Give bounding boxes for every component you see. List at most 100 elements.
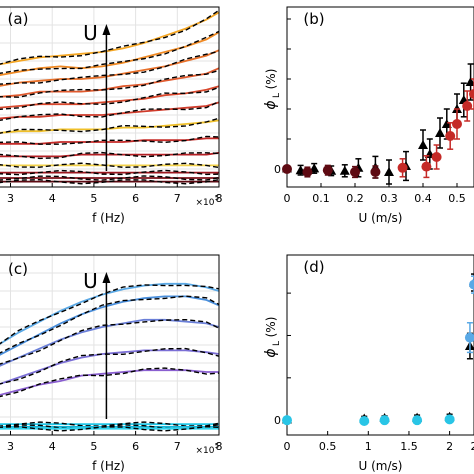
- x-tick-label: 6: [132, 440, 139, 453]
- data-point-circle: [379, 415, 390, 426]
- velocity-arrow-label: U: [83, 269, 98, 293]
- fit-dashed-line-1: [0, 30, 220, 74]
- series-line-0: [0, 282, 220, 345]
- data-point-circle: [359, 416, 370, 427]
- fit-dashed-line-1: [0, 295, 220, 354]
- series-line-3: [0, 67, 220, 98]
- data-point-triangle: [435, 128, 445, 137]
- y-axis-unit: (%): [264, 317, 278, 338]
- fit-dashed-line-4: [0, 367, 220, 398]
- fit-dashed-line-10: [0, 169, 220, 176]
- data-point-triangle: [465, 77, 474, 86]
- data-point-circle: [350, 167, 360, 177]
- x-tick-label: 5: [90, 440, 97, 453]
- fit-dashed-line-0: [0, 9, 220, 65]
- fit-dashed-line-12: [0, 178, 220, 185]
- data-point-triangle: [384, 167, 394, 176]
- data-point-circle: [462, 101, 473, 111]
- x-multiplier: ×10: [196, 198, 215, 208]
- fit-dashed-line-5: [0, 421, 220, 427]
- data-point-circle: [444, 414, 455, 425]
- data-point-circle: [452, 119, 462, 129]
- panel-label: (b): [303, 10, 324, 28]
- x-axis-label: f (Hz): [92, 211, 125, 225]
- axes-frame-3: [286, 254, 474, 436]
- x-tick-label: 0.3: [380, 192, 398, 205]
- y-axis-symbol: ϕ: [263, 100, 279, 109]
- velocity-arrow-head: [102, 272, 111, 283]
- x-tick-label: 3: [7, 192, 14, 205]
- fit-dashed-line-8: [0, 151, 220, 160]
- y-tick-label: 0: [274, 163, 281, 176]
- fit-dashed-line-11: [0, 175, 220, 181]
- x-tick-label: 0.2: [346, 192, 364, 205]
- x-tick-label: 0.4: [414, 192, 432, 205]
- x-multiplier-exponent: 5: [215, 194, 219, 202]
- x-tick-label: 6: [132, 192, 139, 205]
- x-tick-label: 0: [284, 192, 291, 205]
- data-point-circle: [302, 167, 313, 177]
- series-line-8: [0, 151, 220, 158]
- data-point-circle: [397, 162, 408, 173]
- x-tick-label: 2: [446, 440, 453, 453]
- x-tick-label: 1.5: [400, 440, 418, 453]
- x-tick-label: 0.1: [312, 192, 330, 205]
- x-multiplier-exponent: 5: [215, 442, 219, 450]
- axes-frame-2: [0, 254, 220, 436]
- panel-c-spectra: U3 4 5 6 7 8f (Hz)×10 5(c): [0, 254, 223, 473]
- x-axis-label: U (m/s): [359, 211, 403, 225]
- y-axis-label: ϕL (%): [263, 69, 282, 110]
- x-tick-label: 0.5: [448, 192, 466, 205]
- x-multiplier: ×10: [196, 446, 215, 456]
- fit-dashed-line-3: [0, 347, 220, 385]
- panel-d-scatter: 0 0.5 1 1.5 2 2 0 ϕL (%) U (m/s) (d): [263, 254, 474, 473]
- data-point-circle: [322, 165, 333, 176]
- panel-label: (c): [8, 260, 28, 278]
- x-tick-label: 1: [365, 440, 372, 453]
- series-line-7: [0, 137, 219, 145]
- axes-frame-1: [286, 6, 474, 188]
- panel-label: (a): [8, 10, 29, 28]
- fit-dashed-line-4: [0, 86, 220, 110]
- velocity-arrow-label: U: [83, 21, 98, 45]
- fit-dashed-line-9: [0, 162, 220, 169]
- x-axis-label: U (m/s): [359, 459, 403, 473]
- x-tick-label: 7: [174, 440, 181, 453]
- series-line-0: [0, 11, 220, 66]
- x-tick-label: 8: [216, 192, 223, 205]
- data-point-circle: [412, 415, 423, 426]
- x-axis-label: f (Hz): [92, 459, 125, 473]
- data-point-triangle: [441, 119, 452, 128]
- y-axis-subscript: L: [272, 341, 282, 346]
- data-point-circle: [469, 89, 474, 99]
- series-line-6: [0, 119, 220, 134]
- data-point-circle: [370, 167, 381, 177]
- data-point-triangle: [339, 165, 350, 175]
- fit-dashed-line-7: [0, 426, 220, 432]
- data-point-circle: [282, 415, 292, 426]
- fit-dashed-line-7: [0, 135, 220, 145]
- fit-dashed-line-6: [0, 424, 220, 430]
- y-axis-label: ϕL (%): [263, 317, 282, 358]
- data-point-circle: [469, 279, 474, 290]
- velocity-arrow-head: [102, 24, 111, 35]
- panel-label: (d): [303, 258, 324, 276]
- axes-frame-0: [0, 6, 220, 188]
- x-tick-label: 8: [216, 440, 223, 453]
- fit-dashed-line-3: [0, 69, 220, 98]
- panel-b-scatter: 0 0.1 0.2 0.3 0.4 0.5 0 ϕL (%) U (m/s) (b): [263, 6, 474, 225]
- y-axis-unit: (%): [264, 69, 278, 90]
- y-axis-symbol: ϕ: [263, 348, 279, 357]
- data-point-circle: [464, 332, 474, 343]
- x-tick-label: 4: [49, 192, 56, 205]
- y-tick-label: 0: [274, 414, 281, 427]
- x-tick-label: 4: [49, 440, 56, 453]
- fit-dashed-line-2: [0, 318, 220, 365]
- series-line-3: [0, 349, 220, 385]
- data-point-circle: [282, 164, 292, 174]
- x-tick-label: 2: [471, 440, 474, 453]
- data-point-circle: [445, 131, 456, 141]
- data-point-circle: [421, 161, 432, 172]
- fit-dashed-line-2: [0, 50, 220, 85]
